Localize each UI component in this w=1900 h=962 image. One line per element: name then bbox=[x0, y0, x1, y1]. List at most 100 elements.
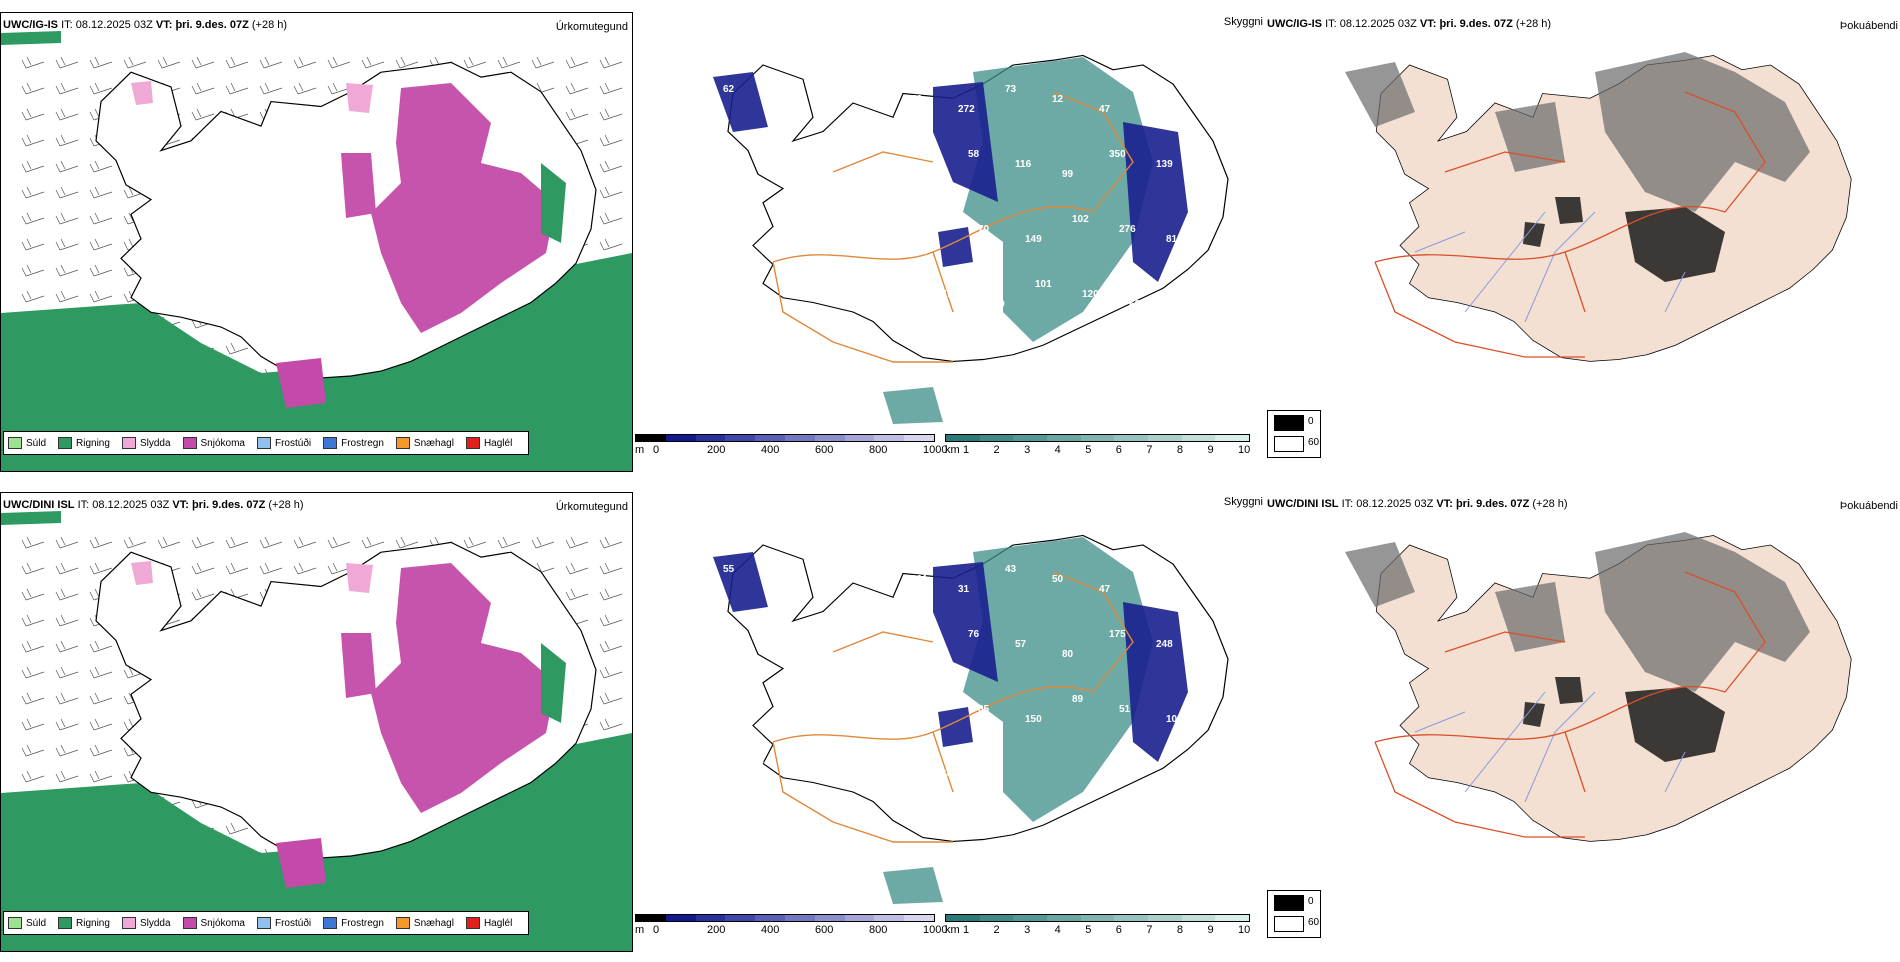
colorbar-swatch bbox=[979, 435, 1014, 441]
fog-legend-light-label: 60 bbox=[1308, 917, 1320, 928]
legend-swatch bbox=[395, 437, 410, 449]
colorbar-swatch bbox=[1013, 915, 1048, 921]
visibility-value-label: 72 bbox=[911, 94, 923, 105]
colorbar-swatch bbox=[1215, 435, 1250, 441]
colorbar-tick-label: 1000 bbox=[923, 444, 948, 456]
visibility-m-colorbar: m 0 200 400 600 800 1000 bbox=[635, 914, 947, 936]
legend-label: Haglél bbox=[483, 917, 513, 929]
legend-swatch bbox=[256, 437, 271, 449]
visibility-value-label: 99 bbox=[1062, 169, 1074, 180]
precip-legend-item: Súld bbox=[8, 437, 46, 449]
colorbar-unit: km bbox=[945, 924, 960, 936]
colorbar-unit: m bbox=[635, 924, 645, 936]
visibility-value-label: 86 bbox=[780, 649, 792, 660]
legend-swatch bbox=[465, 917, 480, 929]
colorbar-strip bbox=[635, 434, 935, 442]
visibility-m-area bbox=[713, 72, 1188, 282]
colorbar-tick-label: 7 bbox=[1146, 444, 1153, 456]
it-value: 08.12.2025 03Z bbox=[75, 19, 153, 31]
colorbar-unit: km bbox=[945, 444, 960, 456]
visibility-title: Skyggni bbox=[1223, 16, 1263, 28]
precip-title: Úrkomutegund bbox=[555, 501, 628, 513]
legend-label: Snæhagl bbox=[413, 917, 454, 929]
legend-label: Súld bbox=[26, 437, 47, 449]
it-label: IT: bbox=[1325, 18, 1337, 30]
colorbar-strip bbox=[945, 434, 1250, 442]
visibility-value-label: 201 bbox=[911, 574, 928, 585]
visibility-value-label: 66 bbox=[1129, 299, 1141, 310]
legend-label: Rigning bbox=[76, 437, 110, 449]
colorbar-swatch bbox=[695, 915, 726, 921]
visibility-value-label: 60 bbox=[800, 769, 812, 780]
visibility-value-label: 276 bbox=[1119, 224, 1136, 235]
visibility-value-label: 370 bbox=[988, 299, 1005, 310]
colorbar-tick-label: 2 bbox=[993, 444, 1000, 456]
visibility-m-area bbox=[713, 552, 1188, 762]
visibility-value-label: 55 bbox=[723, 564, 735, 575]
legend-label: Snæhagl bbox=[413, 437, 454, 449]
fog-legend-light-label: 60 bbox=[1308, 437, 1320, 448]
colorbar-swatch bbox=[665, 435, 696, 441]
legend-label: Frostregn bbox=[341, 917, 384, 929]
visibility-value-label: 47 bbox=[1099, 104, 1111, 115]
colorbar-tick-label: 800 bbox=[869, 444, 888, 456]
legend-swatch bbox=[8, 917, 22, 929]
visibility-value-label: 50 bbox=[1052, 574, 1064, 585]
fog-map bbox=[1345, 532, 1852, 842]
visibility-value-label: 77 bbox=[931, 214, 943, 225]
colorbar-tick-label: 10 bbox=[1238, 924, 1251, 936]
visibility-panel: 62 54 90 88 72 272 73 12 47 46 54 56 55 69 80 58 116 99 35… bbox=[633, 12, 1265, 472]
visibility-value-label: 58 bbox=[968, 149, 980, 160]
colorbar-swatch bbox=[1114, 435, 1149, 441]
it-value: 08.12.2025 03Z bbox=[1339, 18, 1417, 30]
colorbar-tick-label: 5 bbox=[1085, 924, 1092, 936]
colorbar-tick-label: 1000 bbox=[923, 924, 948, 936]
precip-legend-item: Rigning bbox=[58, 437, 110, 449]
colorbar-swatch bbox=[946, 915, 980, 921]
legend-swatch bbox=[182, 437, 197, 449]
visibility-value-label: 86 bbox=[864, 564, 876, 575]
visibility-value-label: 81 bbox=[1166, 234, 1178, 245]
fog-panel: UWC/IG-IS IT: 08.12.2025 03Z VT: þri. 9.… bbox=[1265, 12, 1900, 472]
panel-header: UWC/DINI ISL IT: 08.12.2025 03Z VT: þri.… bbox=[3, 499, 304, 511]
visibility-panel: 55 73 54 86 201 31 43 50 47 57 84 86 69 45 91 76 57 80 175… bbox=[633, 492, 1265, 952]
precip-legend-item: Snjókoma bbox=[182, 917, 245, 929]
precip-legend-item: Slydda bbox=[121, 437, 171, 449]
visibility-value-label: 65 bbox=[978, 704, 990, 715]
visibility-value-label: 54 bbox=[770, 94, 782, 105]
colorbar-swatch bbox=[979, 915, 1014, 921]
visibility-value-label: 290 bbox=[837, 224, 854, 235]
model-name: UWC/DINI ISL bbox=[1267, 498, 1339, 510]
legend-label: Frostúði bbox=[274, 437, 312, 449]
visibility-value-label: 90 bbox=[817, 104, 829, 115]
colorbar-tick-label: 800 bbox=[869, 924, 888, 936]
vt-label: VT: bbox=[1419, 18, 1437, 30]
visibility-km-colorbar: km 1 2 3 4 5 6 7 8 9 10 bbox=[945, 434, 1250, 456]
visibility-value-label: 73 bbox=[770, 574, 782, 585]
colorbar-tick-label: 1 bbox=[963, 444, 970, 456]
legend-swatch bbox=[323, 437, 338, 449]
visibility-value-label: 70 bbox=[978, 224, 990, 235]
legend-label: Frostregn bbox=[341, 437, 384, 449]
visibility-value-label: 67 bbox=[743, 234, 755, 245]
colorbar-tick-label: 7 bbox=[1146, 924, 1153, 936]
visibility-value-label: 31 bbox=[958, 584, 970, 595]
colorbar-unit: m bbox=[635, 444, 645, 456]
visibility-value-label: 69 bbox=[874, 159, 886, 170]
colorbar-tick-label: 400 bbox=[761, 924, 780, 936]
legend-swatch bbox=[323, 917, 338, 929]
precip-legend-item: Frostregn bbox=[323, 917, 384, 929]
precip-legend-item: Frostúði bbox=[256, 437, 312, 449]
precip-map bbox=[1, 31, 632, 471]
colorbar-tick-label: 400 bbox=[761, 444, 780, 456]
river-network bbox=[1414, 691, 1686, 803]
visibility-value-label: 54 bbox=[817, 584, 829, 595]
visibility-value-label: 150 bbox=[1025, 714, 1042, 725]
colorbar-swatch bbox=[1148, 435, 1182, 441]
forecast-row-dini-isl: UWC/DINI ISL IT: 08.12.2025 03Z VT: þri.… bbox=[0, 492, 1900, 962]
colorbar-swatch bbox=[874, 915, 905, 921]
visibility-value-label: 105 bbox=[790, 214, 807, 225]
visibility-value-label: 46 bbox=[1146, 84, 1158, 95]
fog-dark-area bbox=[1523, 197, 1725, 282]
precip-type-panel: UWC/DINI ISL IT: 08.12.2025 03Z VT: þri.… bbox=[0, 492, 633, 952]
